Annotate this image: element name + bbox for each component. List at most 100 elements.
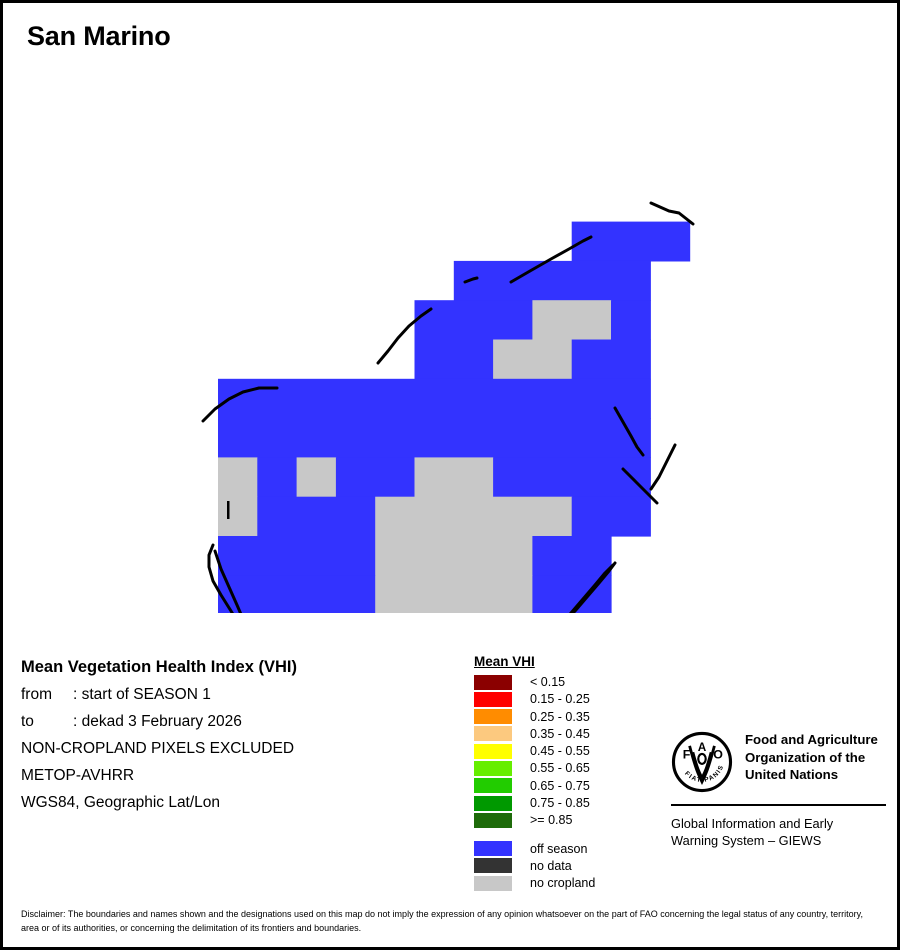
map-cell-no-cropland — [493, 339, 573, 380]
legend-status-item-swatch — [474, 875, 512, 891]
fao-branding: F A O FIAT PANIS Food and Agriculture Org… — [671, 731, 886, 850]
map-cell-off-season — [493, 457, 651, 498]
svg-text:O: O — [713, 747, 723, 761]
map-cell-off-season — [611, 300, 651, 341]
map-cell-off-season — [414, 339, 494, 380]
border-line — [621, 467, 659, 505]
map-cell-no-cropland — [375, 536, 533, 576]
map-cell-off-season — [335, 457, 416, 498]
map-cell-no-cropland — [218, 457, 258, 498]
map-info-row-value: : dekad 3 February 2026 — [73, 713, 242, 730]
map-cell-no-cropland — [532, 300, 612, 341]
giews-subtitle: Global Information and Early Warning Syst… — [671, 815, 886, 850]
map-raster-cells — [218, 221, 691, 613]
legend-class-item: 0.45 - 0.55 — [474, 743, 664, 759]
border-line — [207, 543, 234, 613]
legend-class-item-swatch — [474, 726, 512, 742]
vhi-map[interactable] — [3, 93, 900, 613]
disclaimer-text: Disclaimer: The boundaries and names sho… — [21, 909, 863, 933]
map-cell-no-cropland — [375, 496, 573, 537]
border-line — [201, 386, 279, 423]
legend-class-item-label: 0.35 - 0.45 — [530, 726, 590, 741]
map-info-row-value: : start of SEASON 1 — [73, 686, 211, 703]
fao-organization-line: Food and Agriculture — [745, 732, 878, 747]
fao-logo-icon: F A O FIAT PANIS — [671, 731, 733, 793]
map-legend: Mean VHI < 0.15 0.15 - 0.25 0.25 - 0.35 0.3… — [474, 654, 664, 893]
fao-organization-line: Organization of the — [745, 749, 866, 765]
map-cell-off-season — [218, 536, 376, 576]
legend-class-item-swatch — [474, 709, 512, 725]
border-line — [463, 276, 479, 284]
map-info-note: METOP-AVHRR — [21, 767, 135, 784]
map-cell-off-season — [257, 457, 298, 498]
legend-class-item: 0.65 - 0.75 — [474, 778, 664, 794]
legend-status-item: no cropland — [474, 875, 664, 891]
legend-class-item: 0.75 - 0.85 — [474, 795, 664, 811]
map-cell-off-season — [571, 339, 651, 380]
map-info-row-key: from — [21, 686, 52, 703]
legend-class-item-swatch — [474, 674, 512, 690]
map-cell-off-season — [414, 300, 533, 341]
fao-organization-name: Food and Agriculture Organization of the U… — [745, 731, 878, 784]
legend-class-item-swatch — [474, 743, 512, 759]
giews-subtitle-line: Global Information and Early — [671, 816, 834, 831]
legend-class-item-swatch — [474, 760, 512, 776]
legend-class-item: >= 0.85 — [474, 812, 664, 828]
border-line — [649, 201, 695, 226]
giews-subtitle-line: Warning System – GIEWS — [671, 833, 822, 849]
page-title: San Marino — [27, 21, 171, 51]
legend-title: Mean VHI — [474, 654, 535, 669]
legend-class-item-label: 0.45 - 0.55 — [530, 744, 590, 759]
map-cell-off-season — [453, 260, 651, 301]
legend-class-item-label: 0.15 - 0.25 — [530, 692, 590, 707]
legend-class-list: < 0.15 0.15 - 0.25 0.25 - 0.35 0.35 - 0.45 0… — [474, 674, 664, 828]
map-cell-off-season — [532, 536, 612, 576]
legend-class-item: < 0.15 — [474, 674, 664, 690]
map-cell-off-season — [218, 418, 651, 458]
map-info-period-rows: from : start of SEASON 1 to: dekad 3 Febru… — [21, 686, 441, 731]
map-info-row: to: dekad 3 February 2026 — [21, 713, 441, 731]
legend-class-item-label: >= 0.85 — [530, 813, 573, 828]
legend-class-item-swatch — [474, 691, 512, 707]
legend-class-item: 0.35 - 0.45 — [474, 726, 664, 742]
legend-class-item-label: < 0.15 — [530, 675, 566, 689]
legend-status-list: off season no data no cropland — [474, 841, 664, 892]
legend-status-item: no data — [474, 858, 664, 874]
legend-class-item-swatch — [474, 778, 512, 794]
map-cell-off-season — [218, 378, 651, 419]
legend-class-item-swatch — [474, 795, 512, 811]
legend-status-item-label: off season — [530, 841, 588, 856]
map-cell-off-season — [571, 496, 651, 537]
legend-status-item-swatch — [474, 858, 512, 874]
map-cell-off-season — [257, 496, 376, 537]
border-line — [613, 406, 645, 457]
map-annotation-mark — [227, 501, 230, 519]
border-line — [376, 307, 433, 365]
map-info-note: WGS84, Geographic Lat/Lon — [21, 794, 221, 811]
legend-status-item-swatch — [474, 841, 512, 857]
map-info-note: NON-CROPLAND PIXELS EXCLUDED — [21, 740, 295, 757]
map-info-title: Mean Vegetation Health Index (VHI) — [21, 658, 297, 676]
border-line — [568, 563, 615, 613]
legend-class-item-label: 0.55 - 0.65 — [530, 761, 590, 776]
map-cell-off-season — [571, 221, 691, 262]
legend-class-item-label: 0.25 - 0.35 — [530, 709, 590, 724]
legend-class-item: 0.55 - 0.65 — [474, 760, 664, 776]
legend-spacer — [474, 830, 664, 841]
legend-class-item-swatch — [474, 812, 512, 828]
map-tick-mark — [227, 501, 230, 519]
map-info-row: from : start of SEASON 1 — [21, 686, 441, 704]
legend-status-item: off season — [474, 841, 664, 857]
fao-organization-line: United Nations — [745, 767, 839, 783]
legend-class-item: 0.25 - 0.35 — [474, 709, 664, 725]
svg-text:A: A — [698, 741, 707, 754]
administrative-border-lines — [201, 201, 695, 613]
legend-class-item: 0.15 - 0.25 — [474, 691, 664, 707]
map-cell-no-cropland — [296, 457, 337, 498]
legend-status-item-label: no data — [530, 858, 572, 873]
fao-divider — [671, 804, 886, 806]
svg-text:F: F — [683, 747, 691, 761]
map-cell-off-season — [218, 575, 376, 613]
border-line — [213, 549, 243, 613]
border-line — [509, 235, 593, 284]
